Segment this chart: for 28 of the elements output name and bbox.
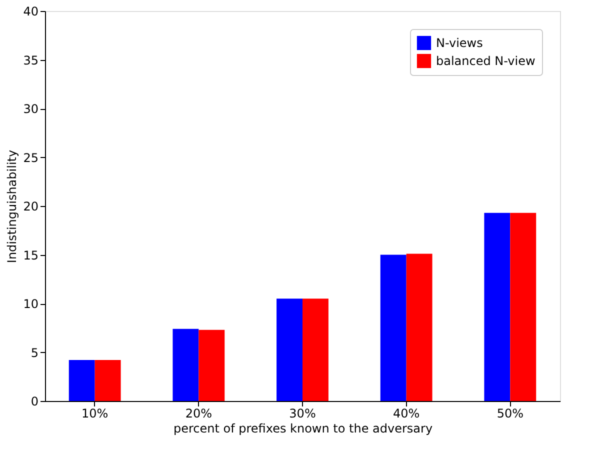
y-tick-label: 0: [30, 394, 38, 408]
bar: [172, 328, 199, 401]
bar: [302, 298, 328, 401]
bar: [406, 254, 432, 401]
y-tick-label: 35: [23, 53, 38, 68]
x-tick-label: 40%: [392, 406, 420, 420]
y-tick-label: 10: [23, 297, 38, 311]
x-tick-label: 30%: [289, 406, 316, 420]
x-tick-label: 50%: [496, 406, 524, 420]
bar: [198, 330, 225, 401]
legend-label: N-views: [436, 36, 483, 50]
legend-label: balanced N-view: [436, 54, 536, 68]
bar: [484, 212, 510, 401]
bar: [380, 254, 406, 401]
y-tick-label: 20: [23, 200, 38, 214]
y-tick-label: 5: [30, 346, 38, 360]
y-tick-label: 30: [23, 102, 38, 116]
y-axis-title: Indistinguishability: [5, 150, 20, 264]
x-tick-label: 20%: [185, 406, 212, 420]
y-tick-label: 15: [23, 248, 38, 262]
bar: [94, 360, 121, 401]
bar: [276, 298, 302, 401]
y-tick-label: 25: [23, 150, 38, 165]
x-tick-label: 10%: [82, 406, 108, 420]
x-axis-title: percent of prefixes known to the adversary: [173, 422, 433, 436]
y-tick-label: 40: [23, 4, 38, 18]
bar: [68, 360, 95, 401]
bar: [510, 212, 536, 401]
